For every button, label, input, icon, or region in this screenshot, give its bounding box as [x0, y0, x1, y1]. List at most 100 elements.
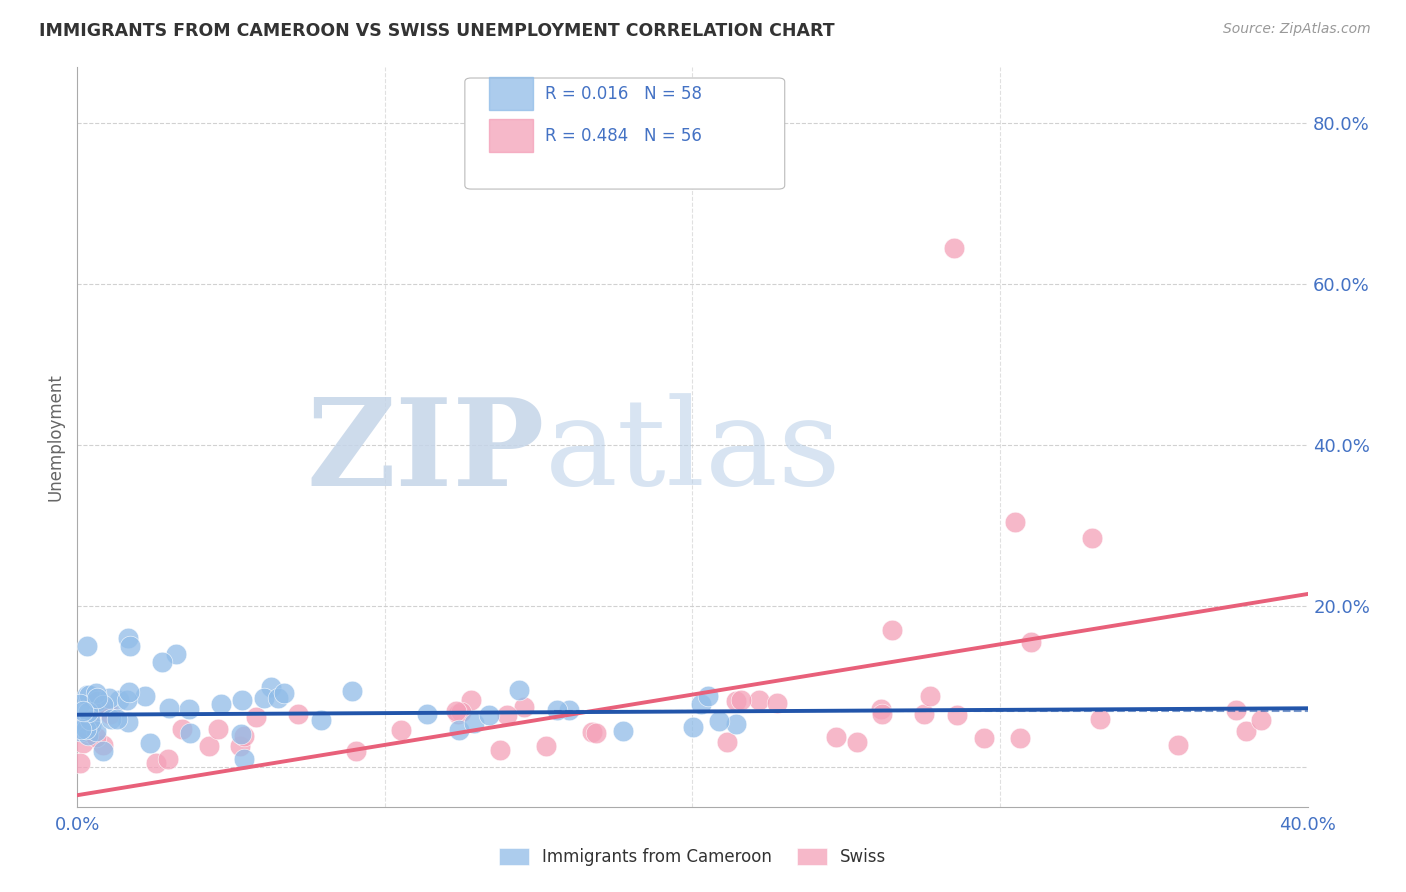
Point [69, 756, 91, 770]
Point [79, 718, 101, 732]
Point [76, 705, 98, 719]
Point [748, 693, 770, 707]
Point [115, 692, 138, 706]
Point [72, 704, 94, 718]
Point [912, 707, 935, 722]
Point [98, 706, 121, 721]
Point [79, 713, 101, 727]
Point [460, 693, 482, 707]
Point [1250, 713, 1272, 727]
Point [870, 702, 893, 716]
Point [179, 726, 201, 740]
Point [845, 735, 868, 749]
Point [117, 632, 139, 646]
Point [207, 722, 229, 736]
Point [724, 694, 747, 708]
Point [1004, 515, 1026, 529]
Point [117, 714, 139, 729]
Point [100, 712, 122, 726]
Point [872, 707, 894, 722]
Point [77, 689, 100, 703]
Point [86, 686, 108, 700]
Point [107, 692, 129, 706]
Point [447, 723, 470, 737]
Point [1088, 712, 1111, 726]
Bar [489, 119, 533, 152]
Point [478, 708, 501, 723]
Point [682, 720, 704, 734]
Point [157, 700, 180, 714]
Point [508, 682, 530, 697]
Point [84, 693, 107, 707]
Point [69, 714, 91, 729]
Point [697, 689, 720, 703]
Point [266, 691, 288, 706]
Point [72, 714, 94, 728]
Point [134, 689, 156, 703]
Point [1167, 738, 1189, 752]
Text: R = 0.484   N = 56: R = 0.484 N = 56 [546, 127, 702, 145]
Point [77, 728, 100, 742]
Point [86, 724, 108, 739]
Point [946, 708, 969, 723]
Point [558, 703, 581, 717]
Point [97, 690, 120, 705]
Point [716, 735, 738, 749]
Point [233, 729, 256, 743]
Point [1019, 635, 1042, 649]
Point [157, 752, 180, 766]
Point [707, 714, 730, 728]
Point [585, 725, 607, 739]
Point [253, 691, 276, 706]
Point [942, 241, 965, 255]
Point [1225, 703, 1247, 717]
Point [973, 731, 995, 745]
Point [72, 736, 94, 750]
Point [463, 715, 485, 730]
Point [1236, 724, 1258, 739]
Point [287, 706, 309, 721]
Point [882, 624, 904, 638]
Point [260, 680, 283, 694]
Text: ZIP: ZIP [307, 392, 546, 511]
Point [118, 640, 141, 654]
Point [145, 756, 167, 770]
Point [118, 685, 141, 699]
Point [534, 739, 557, 753]
Point [209, 698, 232, 712]
Point [76, 640, 98, 654]
Point [513, 700, 536, 714]
Point [86, 690, 108, 705]
Point [245, 710, 267, 724]
Point [139, 736, 162, 750]
Point [344, 744, 367, 758]
Point [229, 726, 252, 740]
Text: Source: ZipAtlas.com: Source: ZipAtlas.com [1223, 22, 1371, 37]
FancyBboxPatch shape [465, 78, 785, 189]
Point [340, 684, 363, 698]
Point [612, 724, 634, 739]
Point [389, 723, 412, 738]
Point [231, 693, 253, 707]
Point [70, 722, 93, 736]
Point [91, 698, 114, 712]
Point [177, 701, 200, 715]
Point [447, 706, 470, 721]
Point [198, 739, 221, 753]
Legend: Immigrants from Cameroon, Swiss: Immigrants from Cameroon, Swiss [492, 841, 893, 873]
Text: R = 0.016   N = 58: R = 0.016 N = 58 [546, 85, 702, 103]
Point [450, 705, 472, 719]
Point [105, 712, 128, 726]
Point [69, 697, 91, 711]
Point [75, 723, 97, 737]
Point [165, 648, 187, 662]
Y-axis label: Unemployment: Unemployment [46, 373, 65, 501]
Point [233, 752, 256, 766]
Point [77, 724, 100, 739]
Point [170, 722, 193, 736]
Point [1081, 531, 1104, 545]
Text: atlas: atlas [546, 393, 841, 510]
Point [91, 738, 114, 752]
Point [581, 724, 603, 739]
Point [91, 744, 114, 758]
